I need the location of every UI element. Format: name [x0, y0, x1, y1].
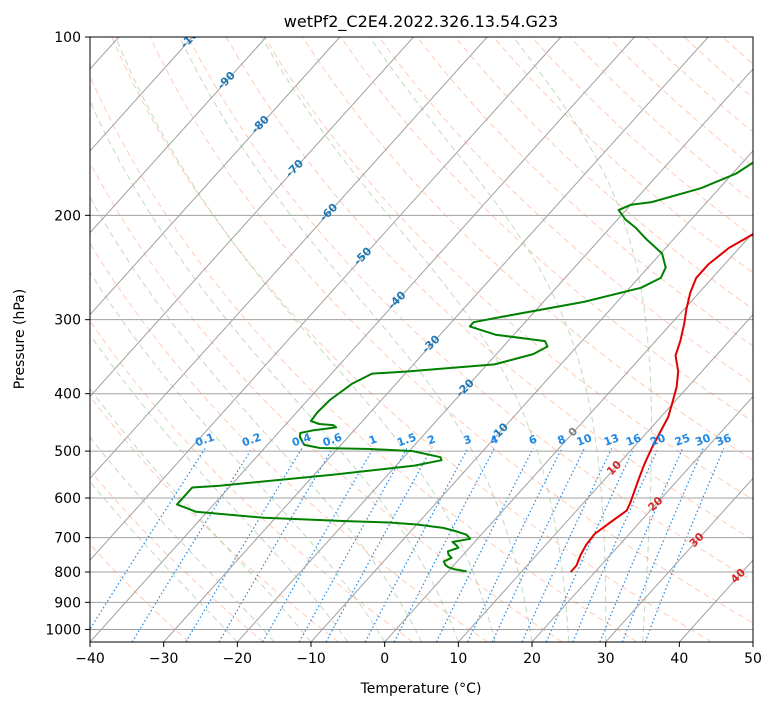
mixing-ratio-label: 1 — [367, 433, 379, 448]
isotherm-lines — [90, 37, 753, 642]
mixing-ratio-label: 36 — [714, 431, 733, 449]
x-tick-label: −30 — [149, 651, 179, 667]
x-tick-label: 50 — [744, 651, 762, 667]
isotherm-line — [531, 395, 753, 642]
isotherm-line — [236, 68, 753, 642]
mixing-ratio-line — [621, 448, 704, 642]
mixing-ratio-label: 16 — [624, 431, 643, 449]
isotherm-line — [90, 37, 488, 480]
moist-adiabat — [179, 37, 533, 642]
x-tick-label: 0 — [380, 651, 389, 667]
y-tick-label: 1000 — [45, 622, 81, 638]
chart-title: wetPf2_C2E4.2022.326.13.54.G23 — [284, 12, 558, 32]
moist-adiabat — [369, 37, 607, 642]
x-axis-label: Temperature (°C) — [360, 681, 482, 697]
mixing-ratio-line — [364, 448, 469, 642]
isotherm-line — [90, 37, 562, 561]
y-axis-ticks: 100 200 300 400 500 600 700 800 900 1000 — [45, 30, 90, 638]
dry-adiabat — [454, 37, 753, 310]
dry-adiabat — [149, 37, 753, 624]
x-tick-label: −40 — [75, 651, 105, 667]
x-tick-label: 20 — [523, 651, 541, 667]
dry-adiabat — [90, 543, 190, 642]
mixing-ratio-line — [131, 448, 253, 642]
moist-adiabat — [513, 37, 653, 642]
isotherm-line — [90, 37, 193, 152]
isotherm-line — [163, 37, 709, 642]
temperature-line — [569, 233, 753, 573]
isobar-gridlines — [90, 37, 753, 630]
dry-adiabat — [90, 469, 264, 642]
y-tick-label: 900 — [54, 595, 81, 611]
y-tick-label: 300 — [54, 313, 81, 329]
mixing-ratio-line — [218, 448, 334, 642]
mixing-ratio-line — [393, 448, 495, 642]
plot-frame — [89, 36, 754, 643]
mixing-ratio-label: 8 — [556, 433, 568, 448]
mixing-ratio-label: 13 — [602, 431, 621, 448]
moist-adiabat — [261, 37, 570, 642]
y-tick-label: 500 — [54, 444, 81, 460]
mixing-ratio-label: 30 — [694, 431, 713, 449]
moist-adiabat — [90, 436, 275, 642]
mixing-ratio-label: 0.4 — [290, 431, 313, 450]
isotherm-line — [90, 37, 267, 234]
mixing-ratio-line — [521, 448, 613, 642]
dewpoint-line — [176, 161, 753, 573]
dry-adiabat — [90, 161, 563, 642]
mixing-ratio-label: 1.5 — [395, 431, 418, 450]
x-tick-label: 10 — [449, 651, 467, 667]
moist-adiabat — [115, 37, 496, 642]
y-tick-label: 700 — [54, 531, 81, 547]
isotherm-line — [90, 37, 414, 398]
x-tick-label: −20 — [223, 651, 253, 667]
moist-adiabat — [90, 99, 459, 642]
y-axis-label: Pressure (hPa) — [12, 289, 28, 389]
moist-adiabat — [90, 271, 386, 642]
mixing-ratio-labels: 0.1 0.2 0.4 0.6 1 1.5 2 3 4 6 8 10 13 16 20 25 30 36 — [193, 430, 733, 449]
x-axis-ticks: −40 −30 −20 −10 0 10 20 30 40 50 — [75, 642, 762, 667]
isotherm-line — [90, 37, 341, 316]
x-tick-label: −10 — [296, 651, 326, 667]
mixing-ratio-line — [491, 448, 585, 642]
mixing-ratio-label: 4 — [488, 432, 500, 447]
x-tick-label: 40 — [670, 651, 688, 667]
mixing-ratio-label: 0.1 — [193, 431, 216, 450]
y-tick-label: 200 — [54, 208, 81, 224]
x-tick-label: 30 — [597, 651, 615, 667]
mixing-ratio-label: 20 — [648, 431, 667, 449]
mixing-ratio-label: 0.6 — [321, 430, 344, 449]
profile-series — [176, 161, 753, 573]
y-tick-label: 400 — [54, 387, 81, 403]
y-tick-label: 100 — [54, 30, 81, 46]
mixing-ratio-label: 3 — [462, 433, 474, 448]
isotherm-line — [457, 313, 753, 642]
mixing-ratio-label: 25 — [673, 431, 692, 448]
dry-adiabat — [416, 37, 753, 347]
isotherm-line — [90, 37, 635, 642]
y-tick-label: 800 — [54, 565, 81, 581]
isotherm-line — [384, 231, 753, 642]
dry-adiabat — [90, 395, 339, 642]
dry-adiabat — [90, 242, 488, 642]
moist-adiabat — [90, 333, 349, 642]
y-tick-label: 600 — [54, 491, 81, 507]
isotherm-line — [310, 150, 753, 642]
mixing-ratio-label: 10 — [575, 431, 594, 449]
mixing-ratio-label: 0.2 — [240, 431, 263, 450]
mixing-ratio-label: 2 — [426, 433, 438, 448]
isotherm-line — [605, 477, 753, 642]
mixing-ratio-line — [90, 448, 206, 631]
moist-adiabat — [90, 481, 238, 642]
mixing-ratio-label: 6 — [527, 432, 539, 447]
